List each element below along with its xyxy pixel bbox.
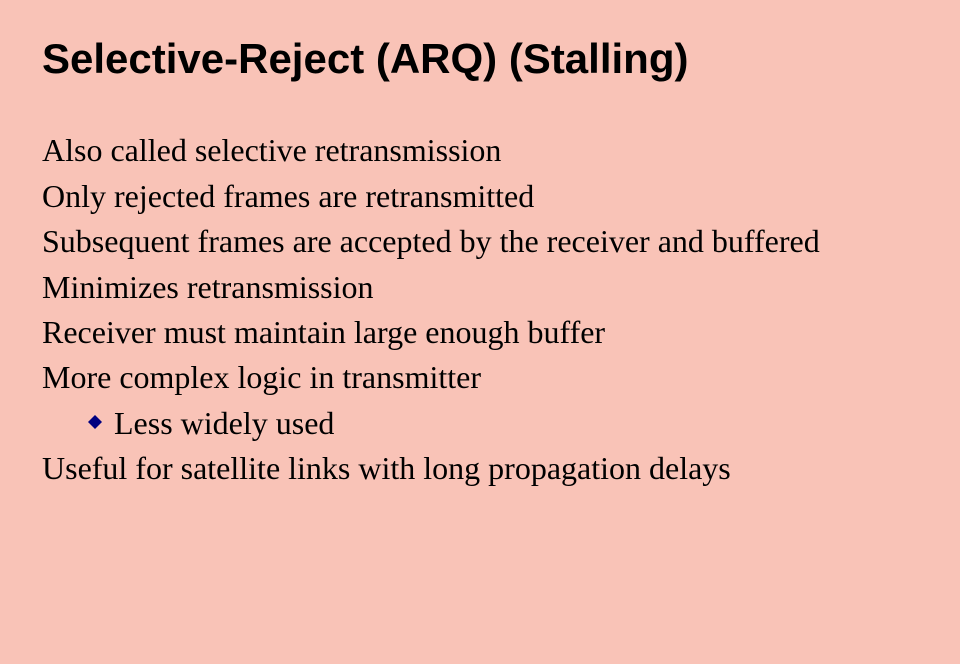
body-line: Receiver must maintain large enough buff… [42,310,918,355]
diamond-bullet-icon [88,415,102,429]
body-line: Also called selective retransmission [42,128,918,173]
body-line: Useful for satellite links with long pro… [42,446,918,491]
body-line: Minimizes retransmission [42,265,918,310]
body-line: Only rejected frames are retransmitted [42,174,918,219]
slide-container: Selective-Reject (ARQ) (Stalling) Also c… [0,0,960,492]
body-line: Subsequent frames are accepted by the re… [42,219,918,264]
slide-body: Also called selective retransmission Onl… [42,128,918,492]
sub-bullet-text: Less widely used [114,401,334,446]
body-line: More complex logic in transmitter [42,355,918,400]
sub-bullet-row: Less widely used [42,401,918,446]
slide-title: Selective-Reject (ARQ) (Stalling) [42,36,918,82]
